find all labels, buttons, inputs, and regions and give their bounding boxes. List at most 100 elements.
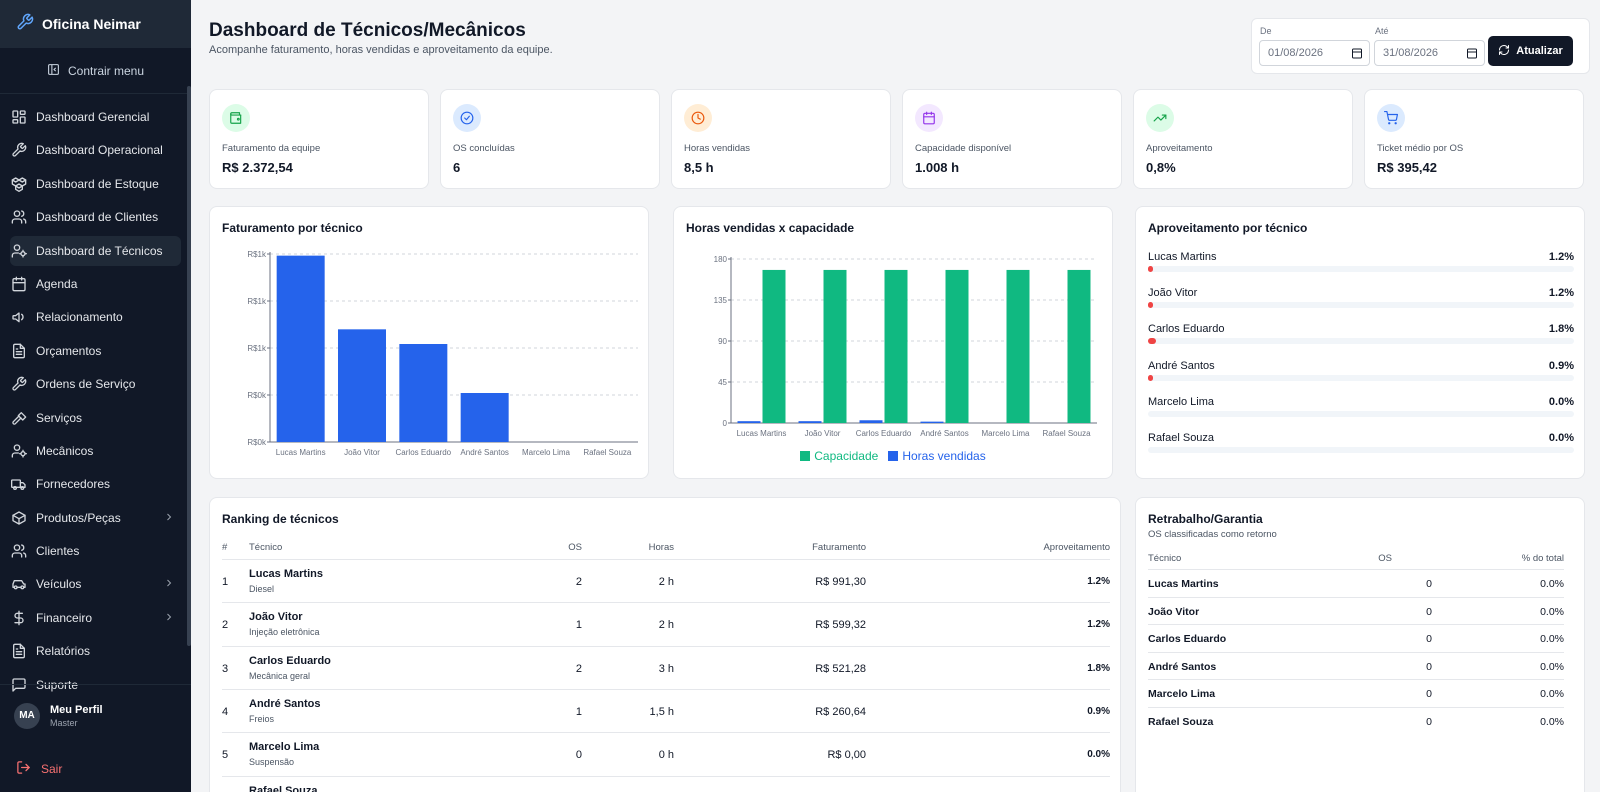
table-row[interactable]: 1 Lucas Martins Diesel 2 2 h R$ 991,30 1.2%	[222, 559, 1110, 602]
sidebar-item-label: Relacionamento	[36, 310, 123, 325]
sidebar-item[interactable]: Financeiro	[10, 603, 181, 633]
bar-capacity[interactable]	[884, 269, 908, 423]
bar-capacity[interactable]	[1067, 269, 1091, 423]
rank-cell: 3	[222, 662, 229, 675]
sidebar-item[interactable]: Agenda	[10, 269, 181, 299]
date-to-input[interactable]: 31/08/2026	[1374, 40, 1485, 66]
kpi-value: 8,5 h	[684, 160, 714, 175]
sidebar-item[interactable]: Orçamentos	[10, 336, 181, 366]
utilization-row: Rafael Souza 0.0%	[1148, 432, 1574, 462]
sidebar-item[interactable]: Dashboard Gerencial	[10, 102, 181, 132]
tech-name: Rafael Souza	[1148, 716, 1214, 728]
table-row[interactable]: Rafael Souza 0 0.0%	[1148, 707, 1564, 735]
sidebar-item-label: Agenda	[36, 276, 78, 291]
x-tick-label: Rafael Souza	[1042, 429, 1091, 438]
bar-hours-sold[interactable]	[737, 421, 761, 423]
sidebar-item[interactable]: Produtos/Peças	[10, 503, 181, 533]
sidebar-item[interactable]: Veículos	[10, 569, 181, 599]
table-row[interactable]: 4 André Santos Freios 1 1,5 h R$ 260,64 0.9%	[222, 688, 1110, 732]
table-row[interactable]: 3 Carlos Eduardo Mecânica geral 2 3 h R$ 521,…	[222, 645, 1110, 689]
trending-up-icon	[1146, 104, 1174, 132]
sidebar-item[interactable]: Relatórios	[10, 636, 181, 666]
sidebar-item[interactable]: Dashboard de Estoque	[10, 169, 181, 199]
bar-capacity[interactable]	[945, 269, 969, 423]
tech-name: André Santos	[249, 697, 321, 710]
users-icon	[10, 542, 28, 560]
bar[interactable]	[338, 329, 386, 442]
truck-icon	[10, 475, 28, 493]
table-row[interactable]: Lucas Martins 0 0.0%	[1148, 569, 1564, 597]
date-filter: De 01/08/2026 Até 31/08/2026 Atualizar	[1251, 18, 1590, 74]
rank-cell: 2	[222, 619, 229, 632]
sidebar-scrollbar[interactable]	[187, 86, 191, 646]
col-revenue: Faturamento	[812, 542, 866, 553]
percent-cell: 0.0%	[1540, 716, 1564, 728]
sidebar-item[interactable]: Fornecedores	[10, 469, 181, 499]
bar-capacity[interactable]	[823, 269, 847, 423]
sidebar-item[interactable]: Serviços	[10, 403, 181, 433]
calendar-icon[interactable]	[1351, 47, 1363, 62]
y-tick-label: 0	[723, 419, 728, 428]
profile[interactable]: MA Meu Perfil Master	[0, 684, 191, 746]
hours-vs-capacity-title: Horas vendidas x capacidade	[686, 221, 855, 235]
table-row[interactable]: João Vitor 0 0.0%	[1148, 596, 1564, 625]
calendar-icon[interactable]	[1466, 47, 1478, 62]
utilization-row: Marcelo Lima 0.0%	[1148, 396, 1574, 426]
bar[interactable]	[276, 255, 325, 442]
bar[interactable]	[460, 392, 509, 442]
refresh-button[interactable]: Atualizar	[1488, 36, 1573, 66]
x-tick-label: João Vitor	[805, 429, 841, 438]
col-hours: Horas	[648, 542, 674, 553]
sidebar-item[interactable]: Dashboard de Clientes	[10, 202, 181, 232]
tech-name: Rafael Souza	[249, 784, 318, 792]
chevron-right-icon	[163, 611, 175, 626]
bar-hours-sold[interactable]	[920, 421, 944, 423]
collapse-menu-button[interactable]: Contrair menu	[0, 48, 191, 94]
ranking-title: Ranking de técnicos	[222, 512, 339, 526]
bar-hours-sold[interactable]	[859, 420, 883, 423]
os-count: 0	[1426, 716, 1432, 728]
bar-capacity[interactable]	[1006, 269, 1030, 423]
revenue-by-tech-title: Faturamento por técnico	[222, 221, 363, 235]
logout-icon	[16, 760, 31, 778]
date-from-input[interactable]: 01/08/2026	[1259, 40, 1370, 66]
brand[interactable]: Oficina Neimar	[0, 0, 191, 48]
sidebar-item[interactable]: Dashboard de Técnicos	[10, 235, 181, 266]
table-row[interactable]: Carlos Eduardo 0 0.0%	[1148, 624, 1564, 652]
sidebar-item[interactable]: Relacionamento	[10, 302, 181, 332]
bar[interactable]	[399, 343, 448, 442]
user-cog-icon	[10, 242, 28, 260]
kpi-card: Capacidade disponível 1.008 h	[902, 89, 1122, 189]
bar-capacity[interactable]	[762, 269, 786, 423]
sidebar-item[interactable]: Ordens de Serviço	[10, 369, 181, 399]
rank-cell: 1	[222, 576, 229, 588]
sidebar-item-label: Dashboard Operacional	[36, 143, 163, 158]
sidebar-item[interactable]: Dashboard Operacional	[10, 135, 181, 165]
table-row[interactable]: Marcelo Lima 0 0.0%	[1148, 679, 1564, 707]
legend-item-hours-sold[interactable]: Horas vendidas	[888, 449, 986, 463]
legend-item-capacity[interactable]: Capacidade	[800, 449, 878, 463]
logout-button[interactable]: Sair	[16, 760, 62, 778]
tech-name: João Vitor	[249, 611, 303, 624]
sidebar-item[interactable]: Clientes	[10, 536, 181, 566]
boxes-icon	[10, 175, 28, 193]
legend-label: Horas vendidas	[902, 449, 986, 463]
tech-name: Rafael Souza	[1148, 432, 1215, 444]
col-percent: % do total	[1521, 553, 1564, 564]
sidebar-item-label: Dashboard de Clientes	[36, 210, 159, 225]
sidebar-item[interactable]: Mecânicos	[10, 436, 181, 466]
tech-specialty: Diesel	[249, 584, 275, 594]
col-rank: #	[222, 542, 228, 553]
tech-name: João Vitor	[1148, 605, 1200, 618]
y-tick-label: R$1k	[247, 344, 267, 353]
wrench-icon	[10, 375, 28, 393]
table-row[interactable]: 5 Marcelo Lima Suspensão 0 0 h R$ 0,00 0.0%	[222, 732, 1110, 775]
col-tech: Técnico	[1148, 553, 1182, 564]
progress-fill	[1148, 338, 1156, 345]
date-to-value: 31/08/2026	[1383, 47, 1439, 59]
bar-hours-sold[interactable]	[798, 421, 822, 423]
table-row[interactable]: Rafael Souza	[222, 775, 1110, 792]
table-row[interactable]: 2 João Vitor Injeção eletrônica 1 2 h R$ 599,…	[222, 602, 1110, 645]
y-tick-label: R$1k	[247, 250, 267, 259]
table-row[interactable]: André Santos 0 0.0%	[1148, 651, 1564, 680]
